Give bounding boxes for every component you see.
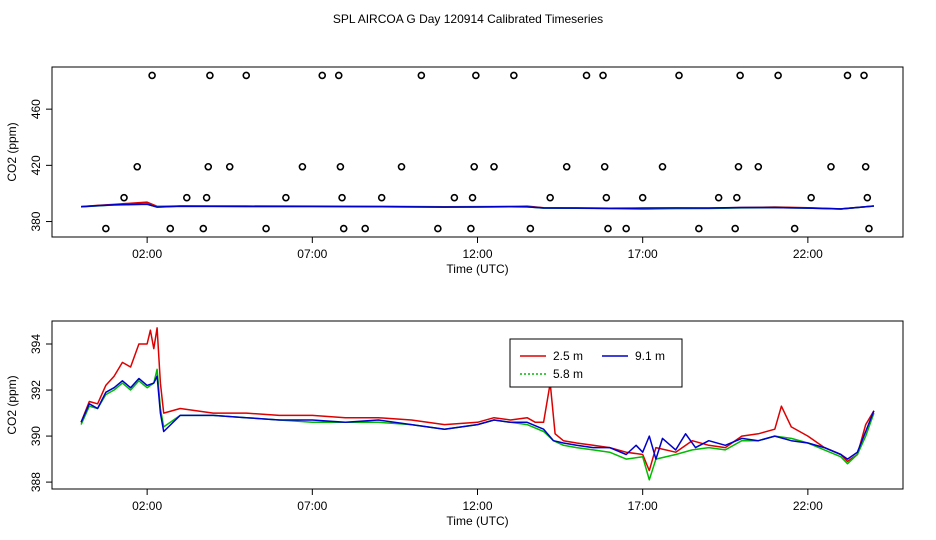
reference-point xyxy=(202,193,211,202)
y-tick-label: 388 xyxy=(29,472,43,492)
y-tick-label: 390 xyxy=(29,426,43,446)
reference-point xyxy=(242,71,251,80)
reference-point xyxy=(622,224,630,233)
reference-point xyxy=(472,71,480,80)
reference-point xyxy=(638,193,647,202)
reference-point xyxy=(860,71,868,80)
reference-point xyxy=(262,224,270,233)
reference-point xyxy=(282,193,290,202)
y-tick-label: 394 xyxy=(29,334,43,354)
reference-point xyxy=(361,224,369,233)
reference-point xyxy=(225,162,234,171)
reference-point xyxy=(467,224,475,233)
y-tick-label: 420 xyxy=(29,155,43,175)
reference-point xyxy=(470,162,478,171)
legend-label: 2.5 m xyxy=(553,349,583,363)
reference-point xyxy=(731,224,739,233)
bottom-panel-lines: 02:00 07:00 12:00 17:00 22:00 Time (UTC) 388 39… xyxy=(5,320,904,528)
reference-point xyxy=(754,162,763,171)
reference-point xyxy=(336,162,345,171)
reference-point xyxy=(582,71,591,80)
x-tick-label: 07:00 xyxy=(297,247,327,261)
reference-point xyxy=(604,224,612,233)
y-tick-label: 392 xyxy=(29,380,43,400)
reference-point xyxy=(450,193,459,202)
reference-point xyxy=(602,193,611,202)
reference-point xyxy=(546,193,554,202)
reference-point xyxy=(790,224,799,233)
x-tick-label: 02:00 xyxy=(132,247,162,261)
reference-point xyxy=(865,224,873,233)
reference-point xyxy=(298,162,307,171)
figure-title: SPL AIRCOA G Day 120914 Calibrated Times… xyxy=(333,12,603,26)
reference-point xyxy=(417,71,426,80)
reference-point xyxy=(861,162,870,171)
reference-point xyxy=(397,162,406,171)
x-axis-label: Time (UTC) xyxy=(446,262,508,276)
reference-point xyxy=(863,193,872,202)
plot-frame xyxy=(51,320,904,490)
reference-point xyxy=(334,71,343,80)
reference-point xyxy=(774,71,782,80)
top-panel-scatter: 02:00 07:00 12:00 17:00 22:00 Time (UTC) 380 42… xyxy=(5,66,904,276)
y-tick-label: 460 xyxy=(29,99,43,119)
reference-point xyxy=(339,224,348,233)
series-line-91m xyxy=(80,375,875,460)
reference-point xyxy=(182,193,191,202)
reference-point xyxy=(318,71,327,80)
reference-point xyxy=(658,162,667,171)
reference-point xyxy=(599,71,607,80)
plot-area xyxy=(81,71,874,233)
reference-point xyxy=(675,71,683,80)
x-axis-label: Time (UTC) xyxy=(446,514,508,528)
x-tick-label: 17:00 xyxy=(628,499,658,513)
reference-point xyxy=(468,193,477,202)
series-line-25m xyxy=(80,327,875,472)
reference-point xyxy=(102,224,110,233)
reference-point xyxy=(133,162,142,171)
legend: 2.5 m 5.8 m 9.1 m xyxy=(509,338,683,388)
reference-point xyxy=(733,193,741,202)
legend-label: 5.8 m xyxy=(553,367,583,381)
reference-point xyxy=(600,162,609,171)
x-tick-label: 12:00 xyxy=(462,247,492,261)
x-tick-label: 22:00 xyxy=(793,247,823,261)
y-axis-label: CO2 (ppm) xyxy=(5,122,19,181)
x-tick-label: 02:00 xyxy=(132,499,162,513)
reference-point xyxy=(510,71,518,80)
reference-point xyxy=(199,224,208,233)
reference-point xyxy=(562,162,571,171)
reference-point xyxy=(166,224,175,233)
reference-point xyxy=(843,71,852,80)
x-tick-label: 12:00 xyxy=(462,499,492,513)
x-tick-label: 17:00 xyxy=(628,247,658,261)
reference-point xyxy=(695,224,703,233)
plot-frame xyxy=(51,66,904,238)
x-tick-label: 22:00 xyxy=(793,499,823,513)
reference-point xyxy=(807,193,815,202)
reference-point xyxy=(490,162,498,171)
reference-point xyxy=(204,162,213,171)
y-tick-label: 380 xyxy=(29,211,43,231)
reference-point xyxy=(714,193,723,202)
reference-point xyxy=(734,162,743,171)
reference-point xyxy=(736,71,744,80)
reference-point xyxy=(434,224,442,233)
reference-point xyxy=(526,224,535,233)
reference-point xyxy=(206,71,214,80)
legend-label: 9.1 m xyxy=(635,349,665,363)
reference-point xyxy=(827,162,835,171)
plot-area xyxy=(80,327,875,481)
reference-point xyxy=(148,71,156,80)
y-axis-label: CO2 (ppm) xyxy=(5,375,19,434)
reference-point xyxy=(377,193,386,202)
x-tick-label: 07:00 xyxy=(297,499,327,513)
legend-box xyxy=(509,338,683,388)
reference-point xyxy=(338,193,346,202)
series-line-91m xyxy=(81,203,874,210)
reference-point xyxy=(120,193,128,202)
